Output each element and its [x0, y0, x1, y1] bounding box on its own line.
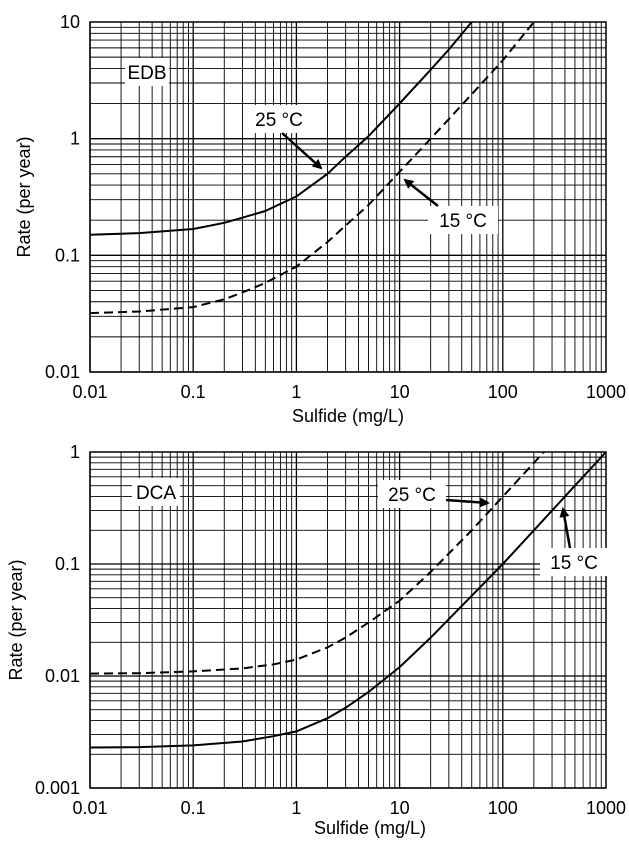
chart-dca-y-tick-labels: 0.001 0.01 0.1 1 — [35, 442, 80, 798]
chart-dca-annotation-15c-bg — [540, 548, 608, 576]
chart-dca-y-tick-label: 0.001 — [35, 778, 80, 798]
chart-dca-series-label: DCA — [132, 478, 180, 506]
chart-edb-series-label-text: EDB — [127, 63, 166, 84]
chart-edb-series-1-line — [89, 21, 473, 236]
chart-edb-y-tick-label: 10 — [60, 12, 80, 32]
chart-edb-series-label: EDB — [125, 58, 169, 86]
chart-dca-series-label-bg — [132, 478, 180, 506]
chart-edb-annotation-25c: 25 °C — [244, 105, 323, 170]
chart-dca-y-tick-label: 1 — [70, 442, 80, 462]
chart-dca-x-tick-label: 0.01 — [72, 798, 107, 818]
chart-edb-x-axis-label: Sulfide (mg/L) — [292, 406, 404, 426]
chart-dca-x-tick-labels: 0.01 0.1 1 10 100 1000 — [72, 798, 626, 818]
chart-dca-annotation-15c-text: 15 °C — [550, 553, 598, 574]
chart-edb-y-axis-label: Rate (per year) — [14, 136, 34, 257]
chart-edb-x-tick-label: 0.1 — [181, 382, 206, 402]
chart-edb-annotation-25c-bg — [244, 105, 314, 133]
chart-dca-x-tick-label: 100 — [488, 798, 518, 818]
chart-dca-annotation-25c-text: 25 °C — [388, 485, 436, 506]
chart-dca-x-tick-label: 1000 — [586, 798, 626, 818]
chart-dca-y-tick-label: 0.1 — [55, 554, 80, 574]
chart-edb-annotation-15c: 15 °C — [403, 178, 498, 234]
chart-edb-curves — [89, 21, 535, 315]
chart-edb: 0.01 0.1 1 10 100 1000 0.01 0.1 1 10 Sulfide (mg… — [14, 12, 626, 426]
chart-dca-annotation-25c-bg — [378, 480, 446, 508]
chart-dca-annotation-25c: 25 °C — [378, 480, 490, 508]
chart-edb-annotation-25c-arrow — [281, 132, 323, 170]
chart-dca-series-label-text: DCA — [136, 483, 176, 504]
chart-edb-x-tick-label: 0.01 — [72, 382, 107, 402]
chart-edb-x-tick-label: 100 — [488, 382, 518, 402]
chart-edb-y-tick-label: 0.1 — [55, 245, 80, 265]
chart-edb-series-2-line — [89, 21, 535, 315]
chart-edb-annotation-15c-text: 15 °C — [439, 211, 487, 232]
chart-edb-y-tick-labels: 0.01 0.1 1 10 — [45, 12, 80, 382]
chart-edb-annotation-15c-arrow — [403, 178, 439, 207]
chart-dca-curves — [89, 451, 607, 749]
chart-dca-y-axis-label: Rate (per year) — [6, 559, 26, 680]
chart-edb-x-tick-label: 10 — [390, 382, 410, 402]
chart-edb-x-tick-label: 1 — [291, 382, 301, 402]
chart-dca-y-tick-label: 0.01 — [45, 666, 80, 686]
chart-dca-series-2-line — [89, 451, 607, 749]
chart-edb-x-tick-label: 1000 — [586, 382, 626, 402]
chart-edb-grid — [89, 22, 606, 373]
chart-edb-series-label-bg — [125, 58, 169, 86]
chart-edb-x-tick-labels: 0.01 0.1 1 10 100 1000 — [72, 382, 626, 402]
chart-edb-annotation-25c-text: 25 °C — [255, 110, 303, 131]
chart-dca-x-tick-label: 1 — [291, 798, 301, 818]
chart-edb-y-tick-label: 0.01 — [45, 362, 80, 382]
chart-dca-annotation-15c-arrow — [559, 507, 572, 549]
chart-edb-y-tick-label: 1 — [70, 129, 80, 149]
chart-dca-plot-frame — [89, 451, 607, 789]
chart-edb-annotation-15c-bg — [428, 206, 498, 234]
chart-dca-x-tick-label: 0.1 — [181, 798, 206, 818]
chart-edb-plot-frame — [89, 21, 607, 373]
chart-dca-annotation-15c: 15 °C — [540, 507, 608, 576]
chart-dca-annotation-25c-arrow — [445, 497, 490, 508]
chart-dca-x-tick-label: 10 — [390, 798, 410, 818]
chart-dca-x-axis-label: Sulfide (mg/L) — [314, 818, 426, 838]
